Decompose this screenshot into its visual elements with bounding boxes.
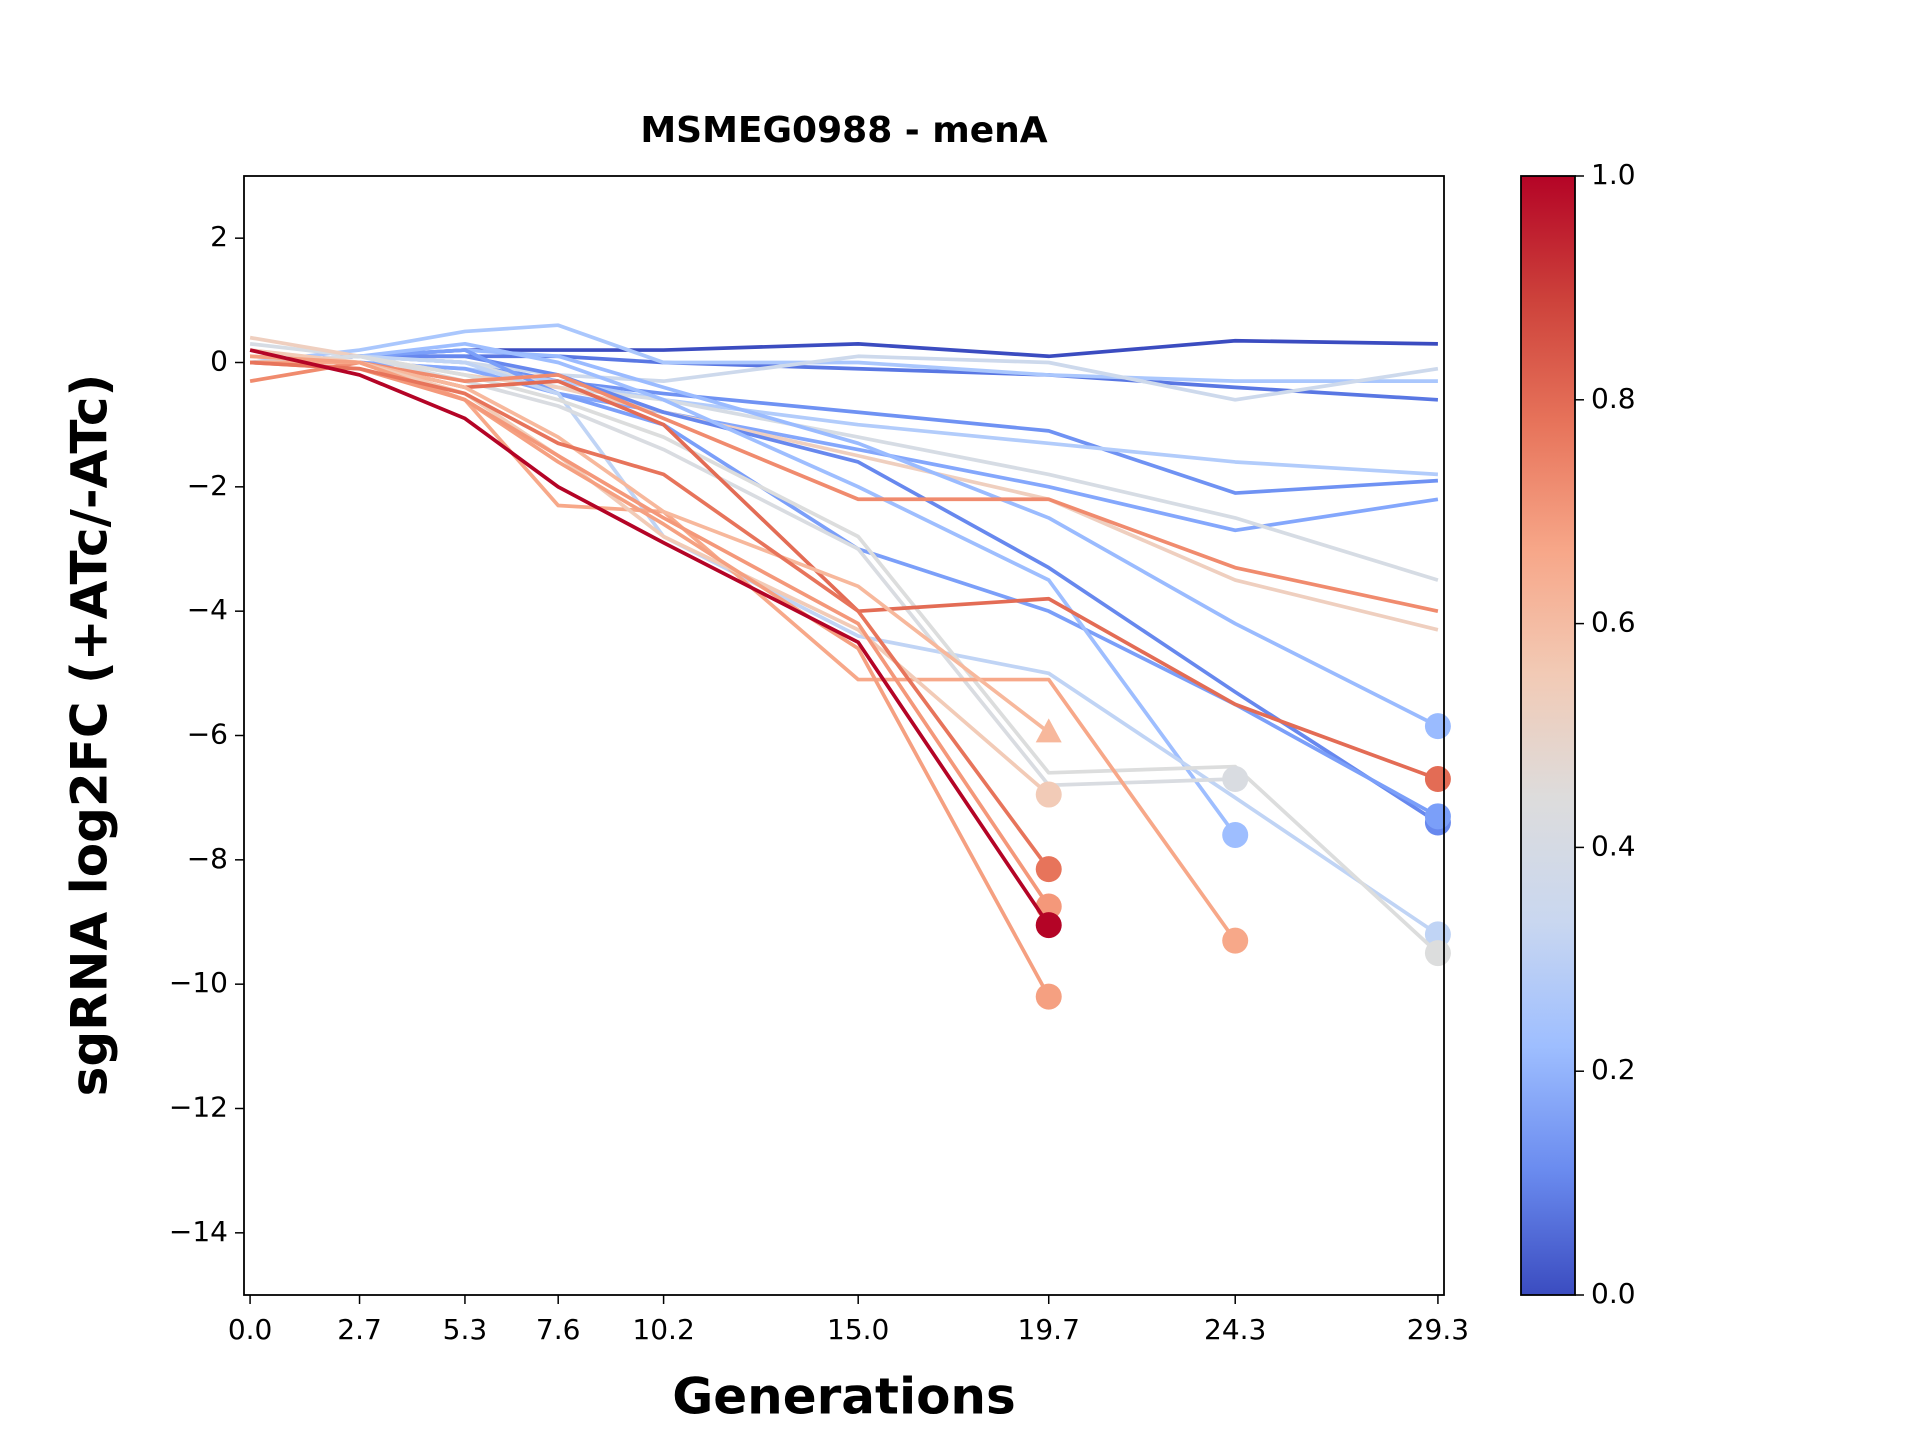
x-tick-label: 5.3	[443, 1313, 488, 1346]
y-tick-label: −12	[169, 1091, 228, 1124]
y-tick-label: −10	[169, 966, 228, 999]
series-line	[249, 354, 1440, 955]
colorbar-tick-label: 1.0	[1591, 158, 1636, 191]
colorbar-tick-label: 0.4	[1591, 829, 1636, 862]
series-line	[249, 360, 1051, 871]
x-tick-label: 0.0	[228, 1313, 273, 1346]
x-tick-label: 10.2	[632, 1313, 694, 1346]
x-tick-label: 19.7	[1018, 1313, 1080, 1346]
chart-title: MSMEG0988 - menA	[640, 110, 1047, 151]
series-line	[249, 354, 1439, 825]
series-line	[249, 354, 1439, 936]
y-tick-label: −8	[187, 842, 228, 875]
colorbar-tick-label: 0.6	[1591, 606, 1636, 639]
x-tick-label: 15.0	[827, 1313, 889, 1346]
end-marker	[1035, 781, 1062, 808]
y-tick-label: −6	[187, 718, 228, 751]
x-tick-label: 24.3	[1204, 1313, 1266, 1346]
colorbar-tick-label: 0.8	[1591, 382, 1636, 415]
colorbar-tick-label: 0.0	[1591, 1277, 1636, 1310]
colorbar	[1520, 175, 1576, 1296]
series-line	[249, 342, 1237, 837]
y-axis-label: sgRNA log2FC (+ATc/-ATc)	[61, 374, 119, 1097]
end-marker	[1222, 927, 1249, 954]
series-line	[249, 360, 1439, 613]
series-line	[250, 360, 1237, 942]
end-marker	[1222, 766, 1249, 793]
end-marker	[1424, 940, 1451, 967]
plot-frame	[243, 175, 1445, 1296]
series-line	[249, 348, 1439, 818]
end-marker	[1424, 803, 1451, 830]
end-marker	[1424, 713, 1451, 740]
y-tick-label: −14	[169, 1215, 228, 1248]
x-tick-label: 2.7	[337, 1313, 382, 1346]
end-marker	[1222, 821, 1249, 848]
colorbar-tick-label: 0.2	[1591, 1053, 1636, 1086]
y-tick-label: 2	[210, 220, 228, 253]
end-marker	[1035, 912, 1062, 939]
end-marker	[1035, 718, 1062, 743]
series-line	[249, 354, 1236, 788]
x-axis-label: Generations	[672, 1368, 1016, 1426]
end-marker	[1424, 766, 1451, 793]
y-tick-label: −4	[187, 593, 228, 626]
series-line	[249, 354, 1051, 998]
y-tick-label: 0	[210, 345, 228, 378]
series-line	[249, 348, 1051, 927]
end-marker	[1035, 856, 1062, 883]
end-marker	[1035, 983, 1062, 1010]
series-line	[249, 323, 1438, 383]
y-tick-label: −2	[187, 469, 228, 502]
x-tick-label: 7.6	[536, 1313, 581, 1346]
x-tick-label: 29.3	[1407, 1313, 1469, 1346]
